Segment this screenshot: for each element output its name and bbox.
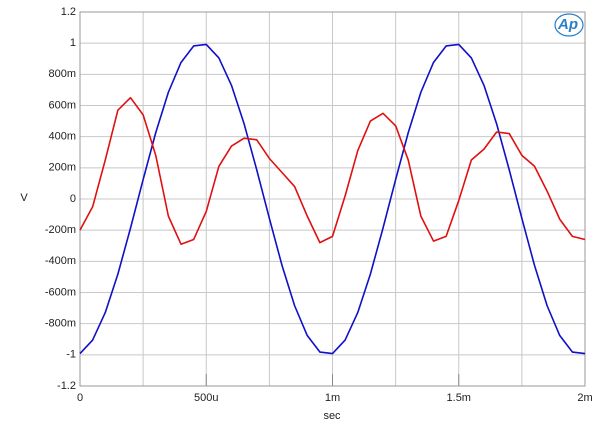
y-tick-label: -800m <box>45 318 76 330</box>
y-tick-label: -1.2 <box>57 380 76 392</box>
logo: Ap <box>557 16 578 33</box>
y-tick-label: -200m <box>45 224 76 236</box>
x-tick-label: 1m <box>325 392 340 404</box>
y-tick-label: 800m <box>48 68 76 80</box>
y-tick-label: -400m <box>45 255 76 267</box>
x-tick-label: 1.5m <box>447 392 471 404</box>
x-tick-label: 2m <box>577 392 592 404</box>
plot-frame <box>79 11 586 387</box>
y-tick-label: 0 <box>70 193 76 205</box>
y-tick-label: 600m <box>48 99 76 111</box>
y-tick-label: -600m <box>45 286 76 298</box>
y-tick-label: 200m <box>48 162 76 174</box>
y-tick-label: 400m <box>48 131 76 143</box>
series-line <box>79 43 586 355</box>
logo-ring <box>554 13 584 37</box>
y-axis-label: V <box>20 192 28 204</box>
x-tick-label: 0 <box>77 392 83 404</box>
series-line <box>79 96 586 245</box>
x-axis-label: sec <box>323 410 341 422</box>
y-tick-label: 1.2 <box>61 6 76 18</box>
x-tick-label: 500u <box>194 392 218 404</box>
y-tick-label: 1 <box>70 37 76 49</box>
y-tick-label: -1 <box>66 349 76 361</box>
